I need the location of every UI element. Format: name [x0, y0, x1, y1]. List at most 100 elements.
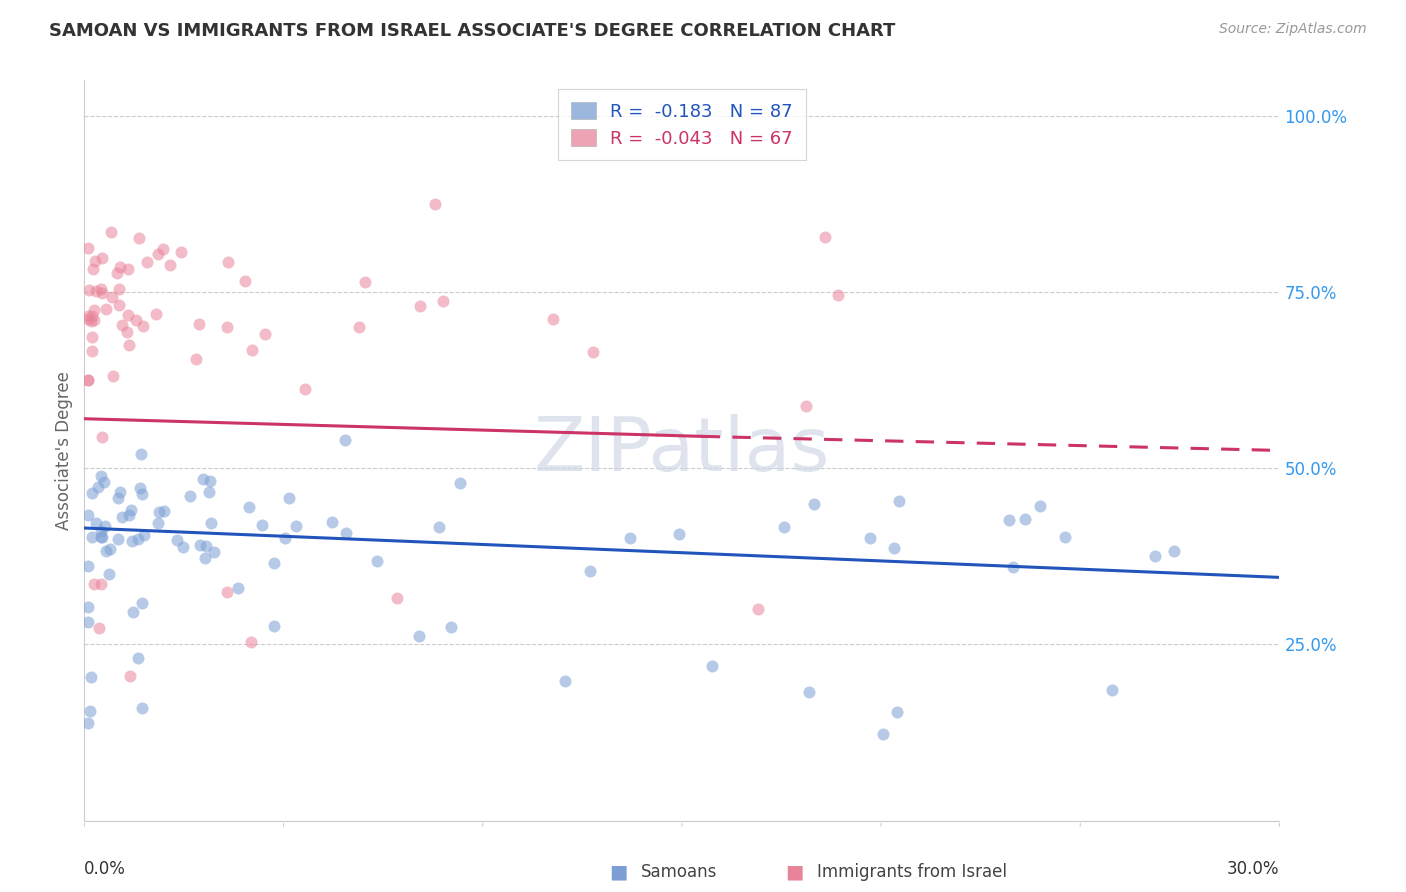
Point [77, 284, 100, 298]
Point [202, 545, 225, 559]
Point [129, 447, 152, 461]
Point [107, 491, 129, 505]
Point [120, 503, 142, 517]
Point [250, 518, 273, 533]
Point [82, 262, 104, 277]
Text: Immigrants from Israel: Immigrants from Israel [817, 863, 1007, 881]
Point [887, 494, 910, 508]
Point [859, 531, 882, 545]
Point [132, 319, 155, 334]
Point [1002, 560, 1025, 574]
Point [226, 582, 249, 596]
Point [91, 530, 114, 544]
Point [111, 510, 134, 524]
Point [429, 520, 451, 534]
Point [77, 599, 100, 614]
Point [80, 530, 103, 544]
Point [169, 244, 191, 259]
Point [578, 564, 600, 578]
Text: Samoans: Samoans [641, 863, 717, 881]
Point [274, 532, 297, 546]
Point [146, 516, 169, 530]
Point [998, 513, 1021, 527]
Point [333, 433, 356, 447]
Point [194, 539, 217, 553]
Point [883, 541, 905, 556]
Point [217, 255, 239, 269]
Point [77, 559, 100, 574]
Point [117, 308, 139, 322]
Point [619, 531, 641, 545]
Point [335, 525, 357, 540]
Point [118, 668, 141, 682]
Legend: R =  -0.183   N = 87, R =  -0.043   N = 67: R = -0.183 N = 87, R = -0.043 N = 67 [558, 89, 806, 161]
Point [134, 528, 156, 542]
Point [582, 345, 605, 359]
Point [277, 491, 299, 505]
Point [797, 685, 820, 699]
Point [77, 373, 100, 387]
Point [79, 704, 101, 718]
Point [136, 254, 159, 268]
Point [321, 515, 343, 529]
Point [366, 554, 388, 568]
Point [77, 615, 100, 629]
Point [145, 307, 167, 321]
Point [90, 469, 112, 483]
Point [111, 318, 134, 333]
Point [86, 480, 108, 494]
Point [166, 533, 188, 547]
Point [129, 481, 152, 495]
Point [1101, 683, 1123, 698]
Point [118, 508, 141, 522]
Point [432, 293, 454, 308]
Point [82, 309, 104, 323]
Point [77, 241, 100, 255]
Point [387, 591, 409, 605]
Point [153, 504, 176, 518]
Point [128, 231, 150, 245]
Point [108, 282, 131, 296]
Point [263, 619, 285, 633]
Point [131, 700, 153, 714]
Point [84, 285, 107, 299]
Point [172, 540, 194, 554]
Point [83, 313, 105, 327]
Point [90, 524, 112, 538]
Point [82, 329, 104, 343]
Point [101, 290, 124, 304]
Point [886, 705, 908, 719]
Point [87, 621, 110, 635]
Point [254, 327, 277, 342]
Point [240, 343, 263, 358]
Point [827, 288, 849, 302]
Point [90, 286, 112, 301]
Point [77, 310, 100, 324]
Point [217, 585, 239, 599]
Point [194, 551, 217, 566]
Text: Source: ZipAtlas.com: Source: ZipAtlas.com [1219, 22, 1367, 37]
Point [79, 314, 101, 328]
Y-axis label: Associate's Degree: Associate's Degree [55, 371, 73, 530]
Point [198, 474, 221, 488]
Point [125, 313, 148, 327]
Point [83, 302, 105, 317]
Point [105, 266, 128, 280]
Point [803, 497, 825, 511]
Point [77, 508, 100, 522]
Point [238, 500, 260, 515]
Point [77, 373, 100, 387]
Text: 0.0%: 0.0% [84, 860, 127, 878]
Text: ZIPatlas: ZIPatlas [534, 414, 830, 487]
Point [77, 716, 100, 731]
Point [215, 320, 238, 334]
Point [127, 650, 149, 665]
Point [131, 487, 153, 501]
Point [93, 475, 115, 490]
Text: ■: ■ [785, 863, 804, 882]
Point [240, 635, 263, 649]
Text: SAMOAN VS IMMIGRANTS FROM ISRAEL ASSOCIATE'S DEGREE CORRELATION CHART: SAMOAN VS IMMIGRANTS FROM ISRAEL ASSOCIA… [49, 22, 896, 40]
Point [440, 620, 463, 634]
Point [700, 659, 723, 673]
Point [191, 472, 214, 486]
